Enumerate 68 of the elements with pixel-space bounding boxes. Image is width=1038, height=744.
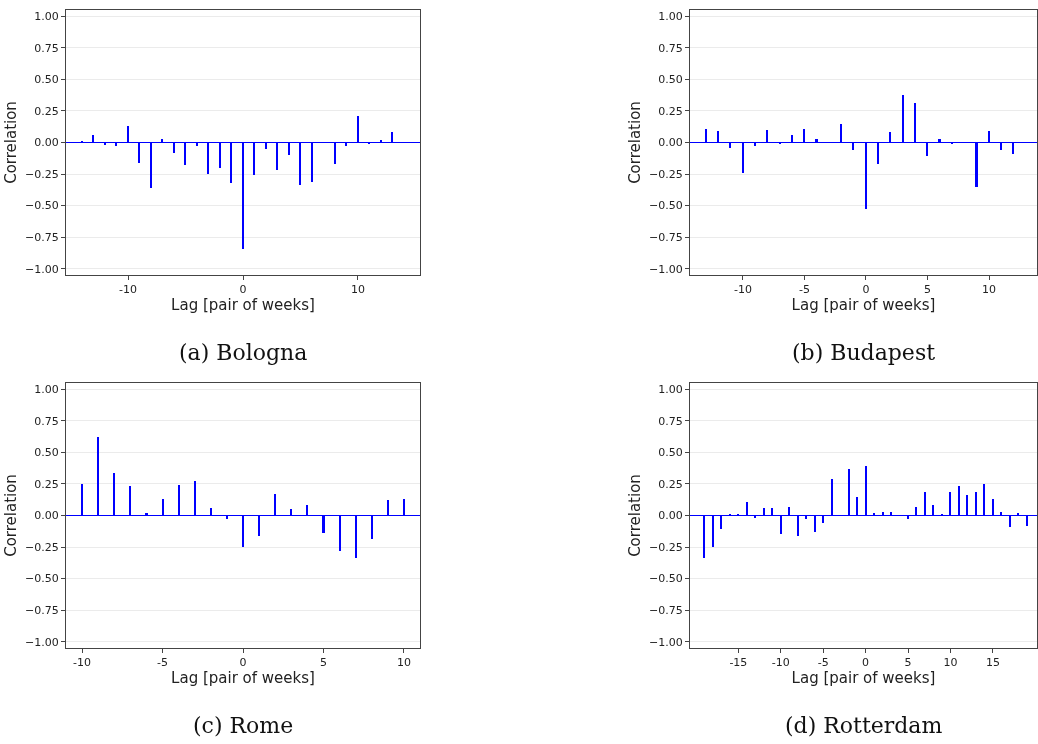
- y-axis-title: Correlation: [626, 101, 645, 184]
- y-tick-label: 0.75: [34, 414, 59, 428]
- y-tick-label: 0.25: [658, 104, 683, 118]
- x-tick-label: 5: [904, 656, 912, 670]
- y-tick-label: −0.50: [25, 199, 59, 213]
- x-tick-label: 5: [319, 656, 327, 670]
- y-tick-label: −1.00: [649, 635, 683, 649]
- x-axis-title: Lag [pair of weeks]: [791, 669, 936, 688]
- y-tick-label: 0.00: [658, 136, 683, 150]
- x-axis-title: Lag [pair of weeks]: [171, 669, 315, 688]
- text: (c) Rome: [193, 713, 294, 738]
- y-tick-label: 0.50: [34, 446, 59, 460]
- x-tick-label: 10: [943, 656, 958, 670]
- x-tick-label: 5: [923, 283, 931, 297]
- y-tick-label: 0.50: [658, 446, 683, 460]
- x-tick-label: 0: [862, 283, 870, 297]
- x-tick-label: -15: [729, 656, 748, 670]
- y-axis-title: Correlation: [2, 101, 21, 184]
- y-tick-label: 1.00: [658, 383, 683, 397]
- x-tick-label: -5: [157, 656, 169, 670]
- x-tick-label: 0: [862, 656, 870, 670]
- y-axis-title: Correlation: [626, 474, 645, 557]
- y-tick-label: −1.00: [649, 262, 683, 276]
- y-tick-label: −0.75: [25, 230, 59, 244]
- y-tick-label: −0.25: [649, 540, 683, 554]
- y-tick-label: 0.25: [658, 477, 683, 491]
- x-axis-title: Lag [pair of weeks]: [791, 296, 936, 315]
- y-tick-label: 0.75: [658, 414, 683, 428]
- x-tick-label: -10: [119, 283, 138, 297]
- y-tick-label: 0.00: [34, 136, 59, 150]
- y-tick-label: −0.25: [25, 167, 59, 181]
- y-tick-label: 0.00: [658, 509, 683, 523]
- y-tick-label: −1.00: [25, 262, 59, 276]
- y-tick-label: −0.25: [25, 540, 59, 554]
- x-tick-label: 0: [239, 656, 247, 670]
- y-tick-label: −0.50: [649, 572, 683, 586]
- y-tick-label: −0.25: [649, 167, 683, 181]
- y-tick-label: 0.75: [34, 41, 59, 55]
- x-tick-label: 10: [350, 283, 365, 297]
- x-tick-label: -10: [733, 283, 752, 297]
- y-tick-label: 0.25: [34, 104, 59, 118]
- x-tick-label: 10: [982, 283, 997, 297]
- x-axis-title: Lag [pair of weeks]: [171, 296, 315, 315]
- x-tick-label: -10: [73, 656, 92, 670]
- y-axis-title: Correlation: [2, 474, 21, 557]
- y-tick-label: −0.75: [649, 230, 683, 244]
- y-tick-label: 0.50: [658, 73, 683, 87]
- x-tick-label: 10: [396, 656, 411, 670]
- y-tick-label: 1.00: [658, 10, 683, 24]
- text: (b) Budapest: [792, 340, 936, 365]
- y-tick-label: −1.00: [25, 635, 59, 649]
- y-tick-label: 0.50: [34, 73, 59, 87]
- y-tick-label: 0.00: [34, 509, 59, 523]
- y-tick-label: 1.00: [34, 10, 59, 24]
- x-tick-label: 15: [985, 656, 1000, 670]
- y-tick-label: −0.50: [649, 199, 683, 213]
- y-tick-label: 0.75: [658, 41, 683, 55]
- y-tick-label: −0.50: [25, 572, 59, 586]
- y-tick-label: 0.25: [34, 477, 59, 491]
- x-tick-label: -5: [817, 656, 829, 670]
- x-tick-label: -5: [798, 283, 810, 297]
- y-tick-label: −0.75: [649, 603, 683, 617]
- x-tick-label: 0: [239, 283, 247, 297]
- text: (d) Rotterdam: [785, 713, 943, 738]
- y-tick-label: 1.00: [34, 383, 59, 397]
- text: (a) Bologna: [179, 340, 308, 365]
- y-tick-label: −0.75: [25, 603, 59, 617]
- x-tick-label: -10: [771, 656, 790, 670]
